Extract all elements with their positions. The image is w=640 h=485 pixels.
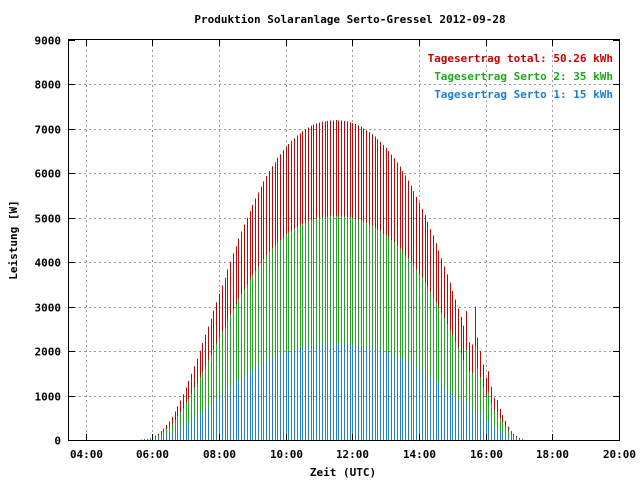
y-tick-label: 1000 — [35, 391, 62, 404]
x-tick-label: 08:00 — [203, 448, 236, 461]
y-tick-label: 8000 — [35, 79, 62, 92]
y-tick-label: 5000 — [35, 213, 62, 226]
y-tick-label: 3000 — [35, 302, 62, 315]
x-tick-label: 20:00 — [603, 448, 636, 461]
y-tick-label: 2000 — [35, 346, 62, 359]
x-tick-label: 14:00 — [403, 448, 436, 461]
bars-layer — [141, 120, 523, 440]
chart-title: Produktion Solaranlage Serto-Gressel 201… — [194, 13, 505, 26]
legend-entry: Tagesertrag total: 50.26 kWh — [428, 52, 613, 65]
plot-frame — [68, 39, 620, 441]
legend: Tagesertrag total: 50.26 kWh Tagesertrag … — [428, 52, 613, 101]
x-tick-label: 04:00 — [70, 448, 103, 461]
x-tick-label: 16:00 — [470, 448, 503, 461]
x-tick-label: 18:00 — [536, 448, 569, 461]
y-tick-label: 4000 — [35, 257, 62, 270]
y-tick-label: 6000 — [35, 168, 62, 181]
legend-entry: Tagesertrag Serto 2: 35 kWh — [434, 70, 613, 83]
y-tick-label: 7000 — [35, 124, 62, 137]
legend-entry: Tagesertrag Serto 1: 15 kWh — [434, 88, 613, 101]
x-axis-label: Zeit (UTC) — [310, 466, 376, 479]
y-axis-label: Leistung [W] — [7, 200, 20, 279]
y-tick-label: 0 — [54, 435, 61, 448]
ticks-layer: 0 1000 2000 3000 4000 5000 6000 7000 8000 9000 04:… — [35, 35, 637, 462]
y-tick-label: 9000 — [35, 35, 62, 48]
x-tick-label: 06:00 — [136, 448, 169, 461]
x-tick-label: 10:00 — [270, 448, 303, 461]
x-tick-label: 12:00 — [336, 448, 369, 461]
